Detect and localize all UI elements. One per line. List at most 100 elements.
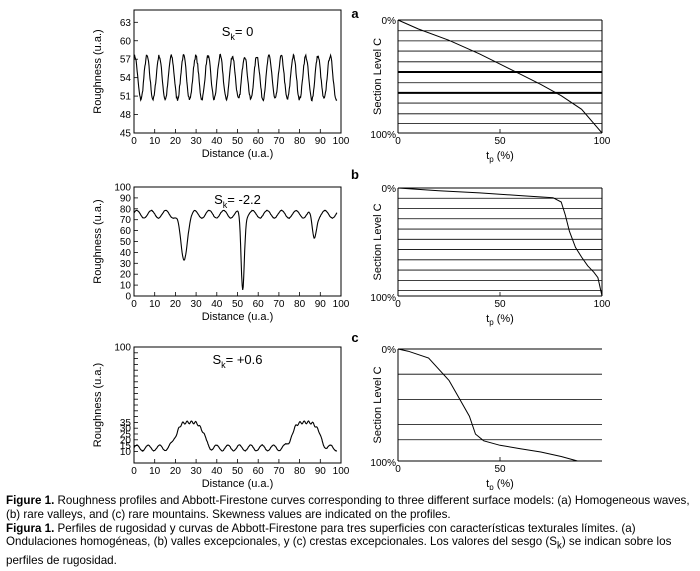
skewness-annotation: Sk= 0 xyxy=(222,24,254,42)
profile-y-tick-label: 20 xyxy=(120,270,132,281)
profile-y-tick-label: 15 xyxy=(120,441,132,452)
profile-y-tick-label: 50 xyxy=(120,237,132,248)
caption-en-text: Roughness profiles and Abbott-Firestone … xyxy=(6,494,690,521)
af-x-title-unit: (%) xyxy=(494,150,514,162)
profile-x-tick-label: 40 xyxy=(211,136,223,147)
profile-y-tick-label: 54 xyxy=(120,73,132,84)
profile-x-tick-label: 60 xyxy=(253,299,265,310)
af-y-tick-label: 100% xyxy=(370,293,396,304)
profile-x-tick-label: 100 xyxy=(333,299,350,310)
profile-line-c xyxy=(133,420,338,452)
af-x-title-symbol: t xyxy=(486,313,489,325)
profile-x-tick-label: 80 xyxy=(294,299,306,310)
figure-caption: Figure 1. Roughness profiles and Abbott-… xyxy=(6,494,696,567)
skewness-symbol: S xyxy=(222,24,231,39)
profile-y-tick-label: 60 xyxy=(120,226,132,237)
af-x-title-unit: (%) xyxy=(494,478,514,490)
af-y-tick-label: 0% xyxy=(382,184,397,195)
skewness-value: = -2.2 xyxy=(227,192,261,207)
af-x-tick-label: 0 xyxy=(395,299,401,310)
af-y-axis-title: Section Level C xyxy=(372,203,384,280)
profile-x-tick-label: 70 xyxy=(273,299,285,310)
roughness-profile-c: 0 10 20 30 40 50 60 70 80 90 100101520253035100Dis… xyxy=(92,343,350,491)
profile-y-axis-title: Roughness (u.a.) xyxy=(92,199,104,283)
roughness-profile-a: 0 10 20 30 40 50 60 70 80 90 100 45 48 51 54 57 60 63 Dist… xyxy=(92,9,350,160)
profile-y-tick-label: 100 xyxy=(114,183,131,194)
af-y-tick-label: 0% xyxy=(382,345,397,356)
profile-x-tick-label: 0 xyxy=(131,299,137,310)
profile-x-tick-label: 90 xyxy=(315,299,327,310)
profile-x-tick-label: 60 xyxy=(253,136,265,147)
caption-en-label: Figure 1. xyxy=(6,494,55,507)
profile-y-tick-label: 63 xyxy=(120,18,132,29)
panel-letter-b: b xyxy=(351,167,359,182)
af-y-axis-title: Section Level C xyxy=(372,366,384,443)
profile-x-tick-label: 100 xyxy=(333,136,350,147)
af-x-title-unit: (%) xyxy=(494,313,514,325)
profile-y-axis-title: Roughness (u.a.) xyxy=(92,363,104,447)
profile-x-tick-label: 80 xyxy=(294,466,306,477)
profile-x-tick-label: 50 xyxy=(232,136,244,147)
profile-x-tick-label: 0 xyxy=(131,466,137,477)
af-x-title-symbol: t xyxy=(486,478,489,490)
af-x-tick-label: 100 xyxy=(594,136,611,147)
profile-y-tick-label: 25 xyxy=(120,430,132,441)
profile-x-tick-label: 30 xyxy=(191,136,203,147)
af-x-tick-label: 100 xyxy=(594,299,611,310)
profile-x-tick-label: 90 xyxy=(315,466,327,477)
skewness-symbol: S xyxy=(212,352,221,367)
profile-x-tick-label: 60 xyxy=(253,466,265,477)
profile-x-tick-label: 10 xyxy=(149,299,161,310)
af-x-title-subscript: p xyxy=(489,483,494,490)
profile-x-tick-label: 30 xyxy=(191,299,203,310)
profile-line-b xyxy=(133,209,338,290)
profile-x-tick-label: 20 xyxy=(170,299,182,310)
abbott-firestone-a: 0% 100%0 50 100 Section Level C tp (%) xyxy=(370,16,610,164)
skewness-subscript: k xyxy=(230,32,235,42)
af-x-tick-label: 0 xyxy=(395,464,401,475)
skewness-symbol: S xyxy=(214,192,223,207)
profile-x-tick-label: 50 xyxy=(232,299,244,310)
profile-y-tick-label: 30 xyxy=(120,424,132,435)
profile-y-tick-label: 10 xyxy=(120,281,132,292)
abbott-firestone-b: 0% 100%0 50 100 Section Level C tp (%) xyxy=(370,184,610,327)
profile-x-axis-title: Distance (u.a.) xyxy=(202,311,274,323)
profile-y-tick-label: 20 xyxy=(120,435,132,446)
abbott-firestone-c: 0% 100%0 50 Section Level C tp (%) xyxy=(370,345,602,490)
profile-y-tick-label: 0 xyxy=(125,292,131,303)
caption-es-text: Perfiles de rugosidad y curvas de Abbott… xyxy=(6,521,636,549)
af-x-axis-title: tp (%) xyxy=(486,313,514,327)
profile-y-tick-label: 80 xyxy=(120,204,132,215)
profile-x-tick-label: 30 xyxy=(191,466,203,477)
profile-y-tick-label: 30 xyxy=(120,259,132,270)
profile-x-tick-label: 70 xyxy=(273,466,285,477)
profile-y-tick-label: 57 xyxy=(120,55,132,66)
af-y-tick-label: 0% xyxy=(382,16,397,27)
roughness-profile-b: 0 10 20 30 40 50 60 70 80 90 100010203040506070809… xyxy=(92,183,350,324)
profile-x-axis-title: Distance (u.a.) xyxy=(202,478,274,490)
profile-y-tick-label: 51 xyxy=(120,92,132,103)
skewness-value: = +0.6 xyxy=(226,352,263,367)
caption-es-text-end: ) se indican sobre los perfiles de rugos… xyxy=(6,535,672,567)
af-y-tick-label: 100% xyxy=(370,130,396,141)
caption-spanish: Figura 1. Perfiles de rugosidad y curvas… xyxy=(6,522,696,568)
af-x-tick-label: 50 xyxy=(494,299,506,310)
af-x-tick-label: 0 xyxy=(395,136,401,147)
profile-x-tick-label: 100 xyxy=(333,466,350,477)
af-x-tick-label: 50 xyxy=(494,464,506,475)
abbott-curve-a xyxy=(397,19,603,134)
caption-english: Figure 1. Roughness profiles and Abbott-… xyxy=(6,494,696,522)
profile-x-tick-label: 0 xyxy=(131,136,137,147)
af-x-tick-label: 50 xyxy=(494,136,506,147)
af-x-axis-title: tp (%) xyxy=(486,150,514,164)
skewness-value: = 0 xyxy=(235,24,253,39)
profile-y-tick-label: 100 xyxy=(114,343,131,354)
profile-x-tick-label: 80 xyxy=(294,136,306,147)
skewness-subscript: k xyxy=(223,200,228,210)
profile-x-tick-label: 90 xyxy=(315,136,327,147)
profile-line-a xyxy=(133,53,338,102)
caption-es-label: Figura 1. xyxy=(6,521,55,535)
profile-x-tick-label: 10 xyxy=(149,136,161,147)
profile-y-tick-label: 45 xyxy=(120,129,132,140)
skewness-subscript: k xyxy=(221,360,226,370)
